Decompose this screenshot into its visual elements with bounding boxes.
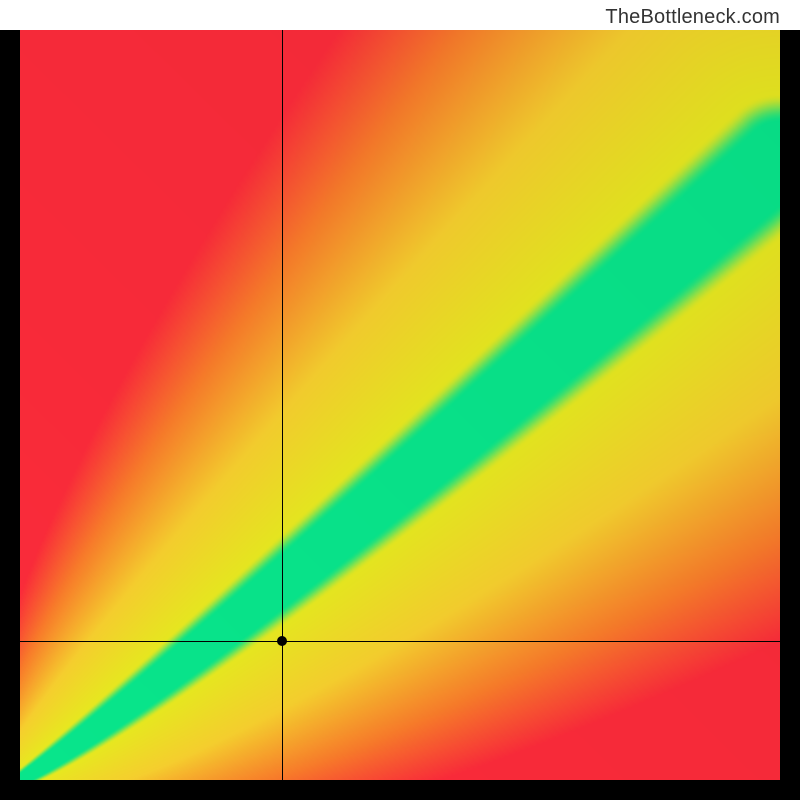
crosshair-horizontal bbox=[20, 641, 780, 642]
attribution-text: TheBottleneck.com bbox=[605, 6, 780, 29]
bottleneck-heatmap bbox=[20, 30, 780, 780]
crosshair-vertical bbox=[282, 30, 283, 780]
chart-container: TheBottleneck.com bbox=[0, 0, 800, 800]
crosshair-marker bbox=[277, 636, 287, 646]
